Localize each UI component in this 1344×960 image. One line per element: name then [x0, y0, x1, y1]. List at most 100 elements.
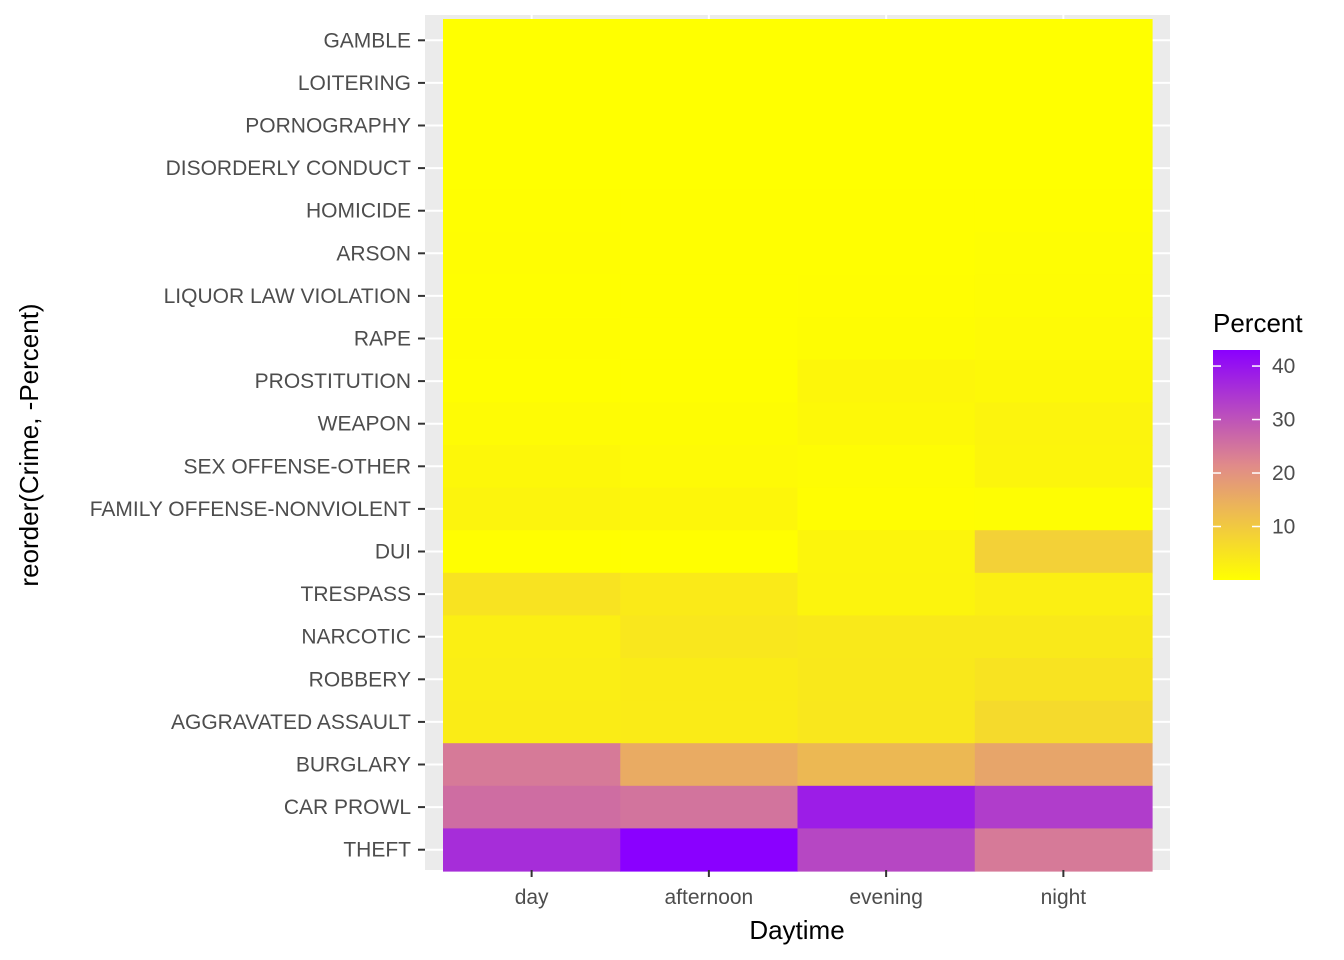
heatmap-tile	[620, 445, 799, 489]
heatmap-tile	[797, 146, 976, 190]
heatmap-tile	[797, 487, 976, 531]
y-tick-label: GAMBLE	[323, 29, 411, 52]
heatmap-tile	[797, 572, 976, 616]
y-tick-label: THEFT	[343, 839, 411, 862]
heatmap-tile	[797, 785, 976, 829]
heatmap-tile	[974, 572, 1153, 616]
heatmap-tile	[443, 615, 621, 659]
heatmap-tile	[620, 317, 799, 361]
heatmap-tile	[974, 104, 1153, 148]
x-tick-label: day	[515, 886, 549, 909]
y-tick-label: RAPE	[354, 328, 411, 351]
heatmap-tile	[443, 317, 621, 361]
heatmap-tile	[443, 572, 621, 616]
heatmap-tile	[797, 828, 976, 872]
heatmap-tile	[974, 146, 1153, 190]
heatmap-tile	[974, 785, 1153, 829]
heatmap-tile	[443, 530, 621, 574]
heatmap-tile	[443, 700, 621, 744]
y-tick-label: PORNOGRAPHY	[245, 115, 411, 138]
y-tick-label: LIQUOR LAW VIOLATION	[164, 285, 411, 308]
heatmap-tile	[620, 615, 799, 659]
heatmap-tile	[974, 402, 1153, 446]
heatmap-tile	[797, 530, 976, 574]
x-tick-label: afternoon	[665, 886, 754, 909]
heatmap-tile	[620, 146, 799, 190]
y-tick-label: SEX OFFENSE-OTHER	[183, 455, 411, 478]
heatmap-tile	[620, 232, 799, 276]
heatmap-tile	[443, 743, 621, 787]
x-axis-title: Daytime	[749, 915, 844, 945]
heatmap-tile	[620, 530, 799, 574]
heatmap-tile	[797, 189, 976, 233]
heatmap-tile	[974, 743, 1153, 787]
y-tick-label: NARCOTIC	[301, 626, 411, 649]
heatmap-tile	[620, 359, 799, 403]
heatmap-tile	[443, 359, 621, 403]
y-axis-ticks: GAMBLE LOITERING PORNOGRAPHY DISORDERLY CON…	[90, 29, 425, 862]
heatmap-tile	[974, 445, 1153, 489]
y-tick-label: LOITERING	[298, 72, 411, 95]
heatmap-tile	[443, 658, 621, 702]
heatmap-tile	[620, 19, 799, 63]
heatmap-tile	[974, 61, 1153, 105]
heatmap-tile	[974, 530, 1153, 574]
heatmap-tile	[797, 317, 976, 361]
heatmap-tile	[797, 274, 976, 318]
y-tick-label: CAR PROWL	[284, 796, 411, 819]
y-tick-label: ARSON	[336, 242, 411, 265]
legend-colorbar	[1213, 350, 1260, 580]
heatmap-tile	[974, 700, 1153, 744]
heatmap-tile	[443, 232, 621, 276]
y-tick-label: TRESPASS	[301, 583, 411, 606]
heatmap-tile	[443, 402, 621, 446]
heatmap-tile	[620, 189, 799, 233]
legend-tick-label: 40	[1272, 355, 1295, 378]
legend-ticks: 10 20 30 40	[1213, 355, 1295, 539]
heatmap-tile	[443, 61, 621, 105]
heatmap-tile	[620, 658, 799, 702]
x-tick-label: night	[1041, 886, 1087, 909]
heatmap-tile	[797, 615, 976, 659]
heatmap-tile	[974, 232, 1153, 276]
heatmap-tile	[620, 104, 799, 148]
heatmap-tile	[443, 487, 621, 531]
heatmap-tile	[974, 487, 1153, 531]
legend-tick-label: 10	[1272, 516, 1295, 539]
legend-tick-label: 30	[1272, 409, 1295, 432]
heatmap-tile	[974, 658, 1153, 702]
heatmap-tile	[443, 146, 621, 190]
y-tick-label: DUI	[375, 541, 411, 564]
y-tick-label: AGGRAVATED ASSAULT	[171, 711, 411, 734]
heatmap-tile	[620, 743, 799, 787]
heatmap-tile	[797, 61, 976, 105]
y-tick-label: DISORDERLY CONDUCT	[166, 157, 412, 180]
heatmap-tile	[620, 274, 799, 318]
y-tick-label: WEAPON	[318, 413, 411, 436]
heatmap-tile	[620, 61, 799, 105]
heatmap-tile	[443, 19, 621, 63]
legend: Percent 10 20 30 40	[1213, 308, 1303, 580]
heatmap-tile	[797, 658, 976, 702]
heatmap-tile	[443, 785, 621, 829]
heatmap-tile	[620, 572, 799, 616]
heatmap-tile	[974, 615, 1153, 659]
heatmap-tile	[797, 104, 976, 148]
heatmap-tile	[443, 104, 621, 148]
heatmap-tile	[797, 743, 976, 787]
heatmap-tile	[620, 785, 799, 829]
heatmap-tile	[974, 828, 1153, 872]
y-tick-label: PROSTITUTION	[255, 370, 411, 393]
heatmap-tiles	[443, 19, 1153, 872]
x-axis-ticks: day afternoon evening night	[515, 870, 1087, 909]
heatmap-tile	[620, 828, 799, 872]
heatmap-tile	[974, 317, 1153, 361]
x-tick-label: evening	[849, 886, 923, 909]
heatmap-tile	[797, 359, 976, 403]
heatmap-tile	[443, 189, 621, 233]
legend-tick-label: 20	[1272, 462, 1295, 485]
heatmap-tile	[620, 487, 799, 531]
heatmap-tile	[974, 274, 1153, 318]
heatmap-tile	[797, 445, 976, 489]
y-tick-label: ROBBERY	[309, 668, 411, 691]
